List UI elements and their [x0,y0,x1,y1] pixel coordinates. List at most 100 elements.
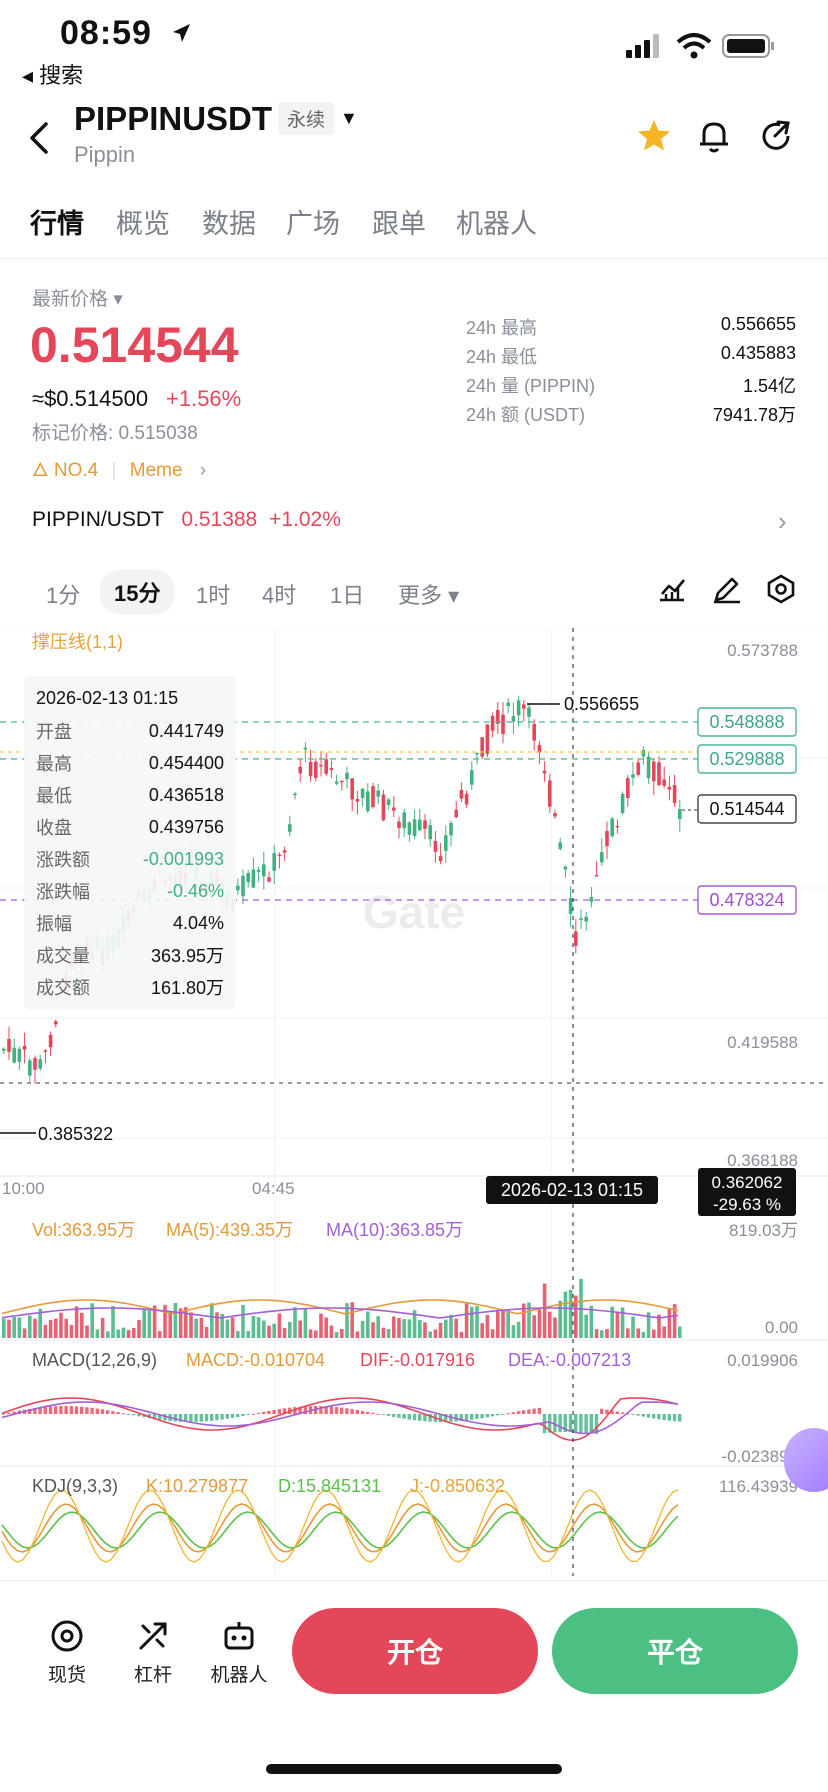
volume-bar [215,1312,219,1338]
candle-body [282,850,287,853]
candle-body [527,707,531,717]
kline-chart[interactable]: Gate 0.556655 0.385322 0.573788 0.419588… [0,627,828,1578]
ohlc-key: 成交额 [36,978,90,998]
latest-price-label[interactable]: 最新价格 ▾ [32,289,123,310]
timeframe-15m[interactable]: 15分 [100,570,175,614]
macd-bar [334,1407,339,1414]
ohlc-row: 收盘 0.439756 [36,811,224,843]
vol-ma10: MA(10):363.85万 [326,1220,463,1240]
dea-line [1,1401,679,1435]
timeframe-1m[interactable]: 1分 [46,583,81,608]
vol-label: Vol:363.95万 [32,1220,135,1240]
volume-bar [194,1318,198,1338]
back-to-app[interactable]: ◂ 搜索 [22,63,84,88]
volume-bar [464,1303,469,1338]
back-icon[interactable] [26,118,56,158]
volume-bar [69,1324,74,1338]
chevron-right-icon[interactable]: › [778,506,787,536]
spot-tool[interactable]: 现货 [32,1618,102,1687]
candle-body [267,877,271,882]
draw-pencil-icon[interactable] [712,576,742,604]
candle-body [537,745,542,753]
ohlc-value: 4.04% [172,912,224,933]
symbol-dropdown-icon[interactable]: ▼ [340,108,358,128]
volume-bar [444,1319,448,1338]
ohlc-value: 161.80万 [150,978,224,998]
candle-body [579,918,583,920]
close-position-button[interactable]: 平仓 [552,1608,798,1694]
symbol-title[interactable]: PIPPINUSDT [74,100,273,137]
macd-bar [355,1409,359,1414]
indicator-icon[interactable] [658,576,688,604]
star-icon[interactable] [636,118,672,154]
stat-value-volume: 1.54亿 [742,376,796,396]
candle-body [54,1021,58,1025]
volume-bar [340,1329,344,1338]
macd-bar [574,1414,578,1433]
stat-label-high: 24h 最高 [466,318,538,338]
macd-bar [615,1411,619,1414]
share-icon[interactable] [758,118,794,154]
bell-icon[interactable] [696,118,732,154]
macd-bar [470,1414,474,1420]
spot-pair-change: +1.02% [269,508,341,531]
spot-pair-row[interactable]: PIPPIN/USDT 0.51388 +1.02% [32,508,341,532]
volume-bar [490,1329,495,1338]
candle-body [636,762,640,775]
volume-bar [626,1328,630,1338]
volume-bar [511,1325,516,1338]
volume-bar [111,1305,115,1338]
timeframe-1h[interactable]: 1时 [196,583,231,608]
volume-bar [324,1317,328,1338]
volume-bar [152,1305,157,1338]
price-tick-mid: 0.419588 [727,1033,798,1052]
leverage-tool[interactable]: 杠杆 [118,1618,188,1687]
volume-bar [121,1327,126,1338]
macd-bar [418,1414,422,1421]
ohlc-value: 363.95万 [150,946,224,966]
rank-row[interactable]: 🜂 NO.4 | Meme › [32,460,207,481]
timeframe-1d[interactable]: 1日 [330,583,365,608]
volume-bar [38,1308,42,1338]
macd-bar [646,1414,651,1418]
candle-body [485,724,490,754]
ohlc-row: 开盘 0.441749 [36,715,224,747]
tab-overview[interactable]: 概览 [116,209,170,239]
candle-body [272,853,276,871]
tab-data[interactable]: 数据 [202,209,256,239]
timeframe-4h[interactable]: 4时 [262,583,297,608]
ohlc-key: 振幅 [36,914,72,934]
tab-square[interactable]: 广场 [286,209,340,239]
candle-body [360,788,365,798]
timeframe-more[interactable]: 更多 ▾ [398,583,460,608]
bot-tool[interactable]: 机器人 [204,1618,274,1687]
ohlc-value: 0.454400 [148,752,224,773]
macd-bar [412,1414,417,1421]
macd-bar [376,1413,380,1415]
macd-bar [490,1414,495,1417]
candle-body [657,762,661,785]
tab-bot[interactable]: 机器人 [456,209,537,239]
signal-icon [626,34,659,58]
candle-body [615,825,620,828]
settings-hex-icon[interactable] [766,574,796,604]
tab-copy-trade[interactable]: 跟单 [372,209,426,239]
volume-bar [423,1322,427,1338]
macd-bar [204,1414,209,1422]
macd-bar [267,1410,271,1414]
macd-bar [178,1414,183,1422]
volume-bar [402,1319,406,1338]
open-position-button[interactable]: 开仓 [292,1608,538,1694]
volume-bar [584,1314,588,1338]
macd-bar [121,1413,125,1415]
volume-bar [236,1331,240,1338]
candle-body [620,793,625,813]
candle-body [672,785,677,803]
floating-assistant-bubble[interactable] [784,1428,828,1492]
macd-bar [329,1406,333,1414]
volume-bar [132,1327,136,1338]
macd-bar [516,1411,521,1414]
volume-bar [438,1322,443,1338]
macd-bar [579,1414,583,1433]
tab-market[interactable]: 行情 [30,209,84,239]
